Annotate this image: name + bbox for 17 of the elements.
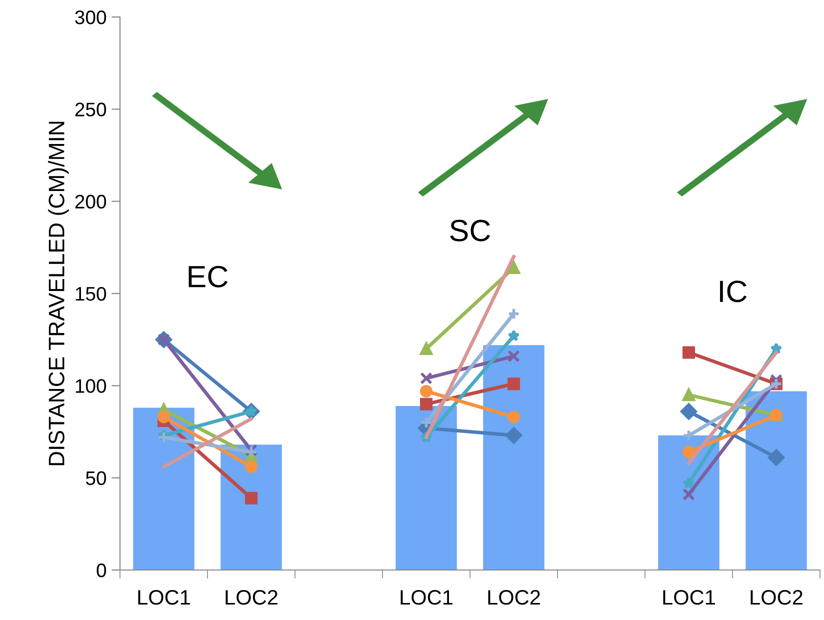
x-tick-label: LOC2 <box>488 590 540 605</box>
y-axis-title: DISTANCE TRAVELLED (CM)/MIN <box>48 122 69 466</box>
x-tick-label: LOC1 <box>138 590 190 605</box>
y-tick-label: 100 <box>76 379 106 393</box>
x-tick-label: LOC1 <box>400 590 452 605</box>
x-tick-label: LOC2 <box>226 590 278 605</box>
annotation: SC <box>450 220 490 242</box>
y-tick-label: 50 <box>86 471 106 486</box>
y-tick-label: 0 <box>96 563 106 578</box>
y-tick-label: 300 <box>75 10 106 24</box>
y-tick-label: 150 <box>76 286 106 301</box>
x-tick-label: LOC1 <box>663 590 715 605</box>
x-tick-label: LOC2 <box>750 590 802 605</box>
annotation: EC <box>188 266 228 288</box>
y-tick-label: 200 <box>75 194 106 209</box>
y-tick-label: 250 <box>75 102 106 116</box>
annotation: IC <box>720 280 747 302</box>
